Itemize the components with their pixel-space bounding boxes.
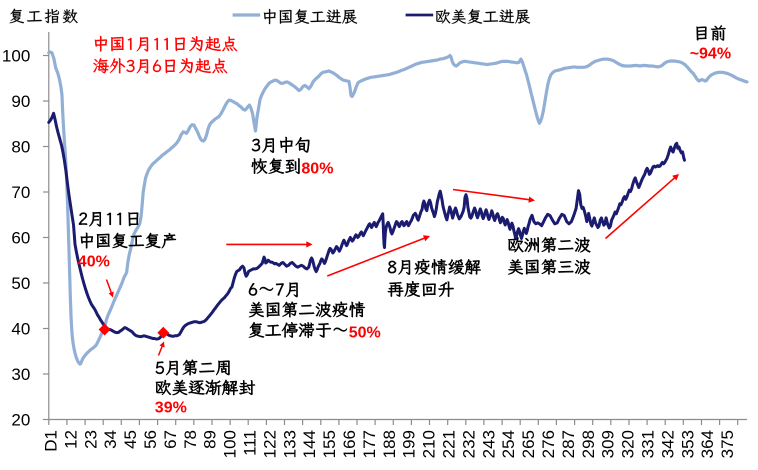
svg-text:232: 232: [459, 430, 478, 458]
svg-text:50: 50: [11, 274, 30, 293]
svg-text:210: 210: [420, 430, 439, 458]
svg-text:309: 309: [599, 430, 618, 458]
svg-text:331: 331: [639, 430, 658, 458]
svg-text:70: 70: [11, 183, 30, 202]
svg-text:287: 287: [559, 430, 578, 458]
svg-text:12: 12: [61, 430, 80, 449]
svg-text:~94%: ~94%: [690, 46, 731, 63]
svg-text:34: 34: [101, 430, 120, 449]
svg-text:188: 188: [380, 430, 399, 458]
svg-text:80: 80: [11, 137, 30, 156]
svg-text:320: 320: [619, 430, 638, 458]
svg-text:342: 342: [658, 430, 677, 458]
svg-text:40: 40: [11, 319, 30, 338]
svg-text:39%: 39%: [155, 400, 187, 417]
svg-text:254: 254: [499, 430, 518, 458]
svg-text:375: 375: [718, 430, 737, 458]
svg-text:111: 111: [241, 430, 260, 456]
svg-text:56: 56: [141, 430, 160, 449]
svg-text:353: 353: [678, 430, 697, 458]
svg-text:67: 67: [161, 430, 180, 449]
svg-text:D1: D1: [42, 430, 61, 452]
svg-text:221: 221: [440, 430, 459, 458]
svg-text:199: 199: [400, 430, 419, 458]
svg-text:133: 133: [280, 430, 299, 458]
svg-text:144: 144: [300, 430, 319, 458]
svg-text:45: 45: [121, 430, 140, 449]
svg-text:60: 60: [11, 228, 30, 247]
svg-text:122: 122: [260, 430, 279, 458]
svg-text:177: 177: [360, 430, 379, 458]
svg-text:155: 155: [320, 430, 339, 458]
svg-text:243: 243: [479, 430, 498, 458]
svg-text:89: 89: [201, 430, 220, 449]
svg-text:100: 100: [221, 430, 240, 458]
svg-text:50%: 50%: [349, 324, 381, 341]
svg-text:23: 23: [81, 430, 100, 449]
svg-text:276: 276: [539, 430, 558, 458]
svg-text:100: 100: [2, 46, 30, 65]
svg-text:298: 298: [579, 430, 598, 458]
svg-text:40%: 40%: [78, 254, 110, 271]
svg-text:166: 166: [340, 430, 359, 458]
svg-text:364: 364: [698, 430, 717, 458]
svg-text:265: 265: [519, 430, 538, 458]
svg-text:78: 78: [181, 430, 200, 449]
svg-text:80%: 80%: [301, 161, 333, 178]
svg-text:30: 30: [11, 365, 30, 384]
svg-text:20: 20: [11, 410, 30, 429]
svg-text:90: 90: [11, 92, 30, 111]
